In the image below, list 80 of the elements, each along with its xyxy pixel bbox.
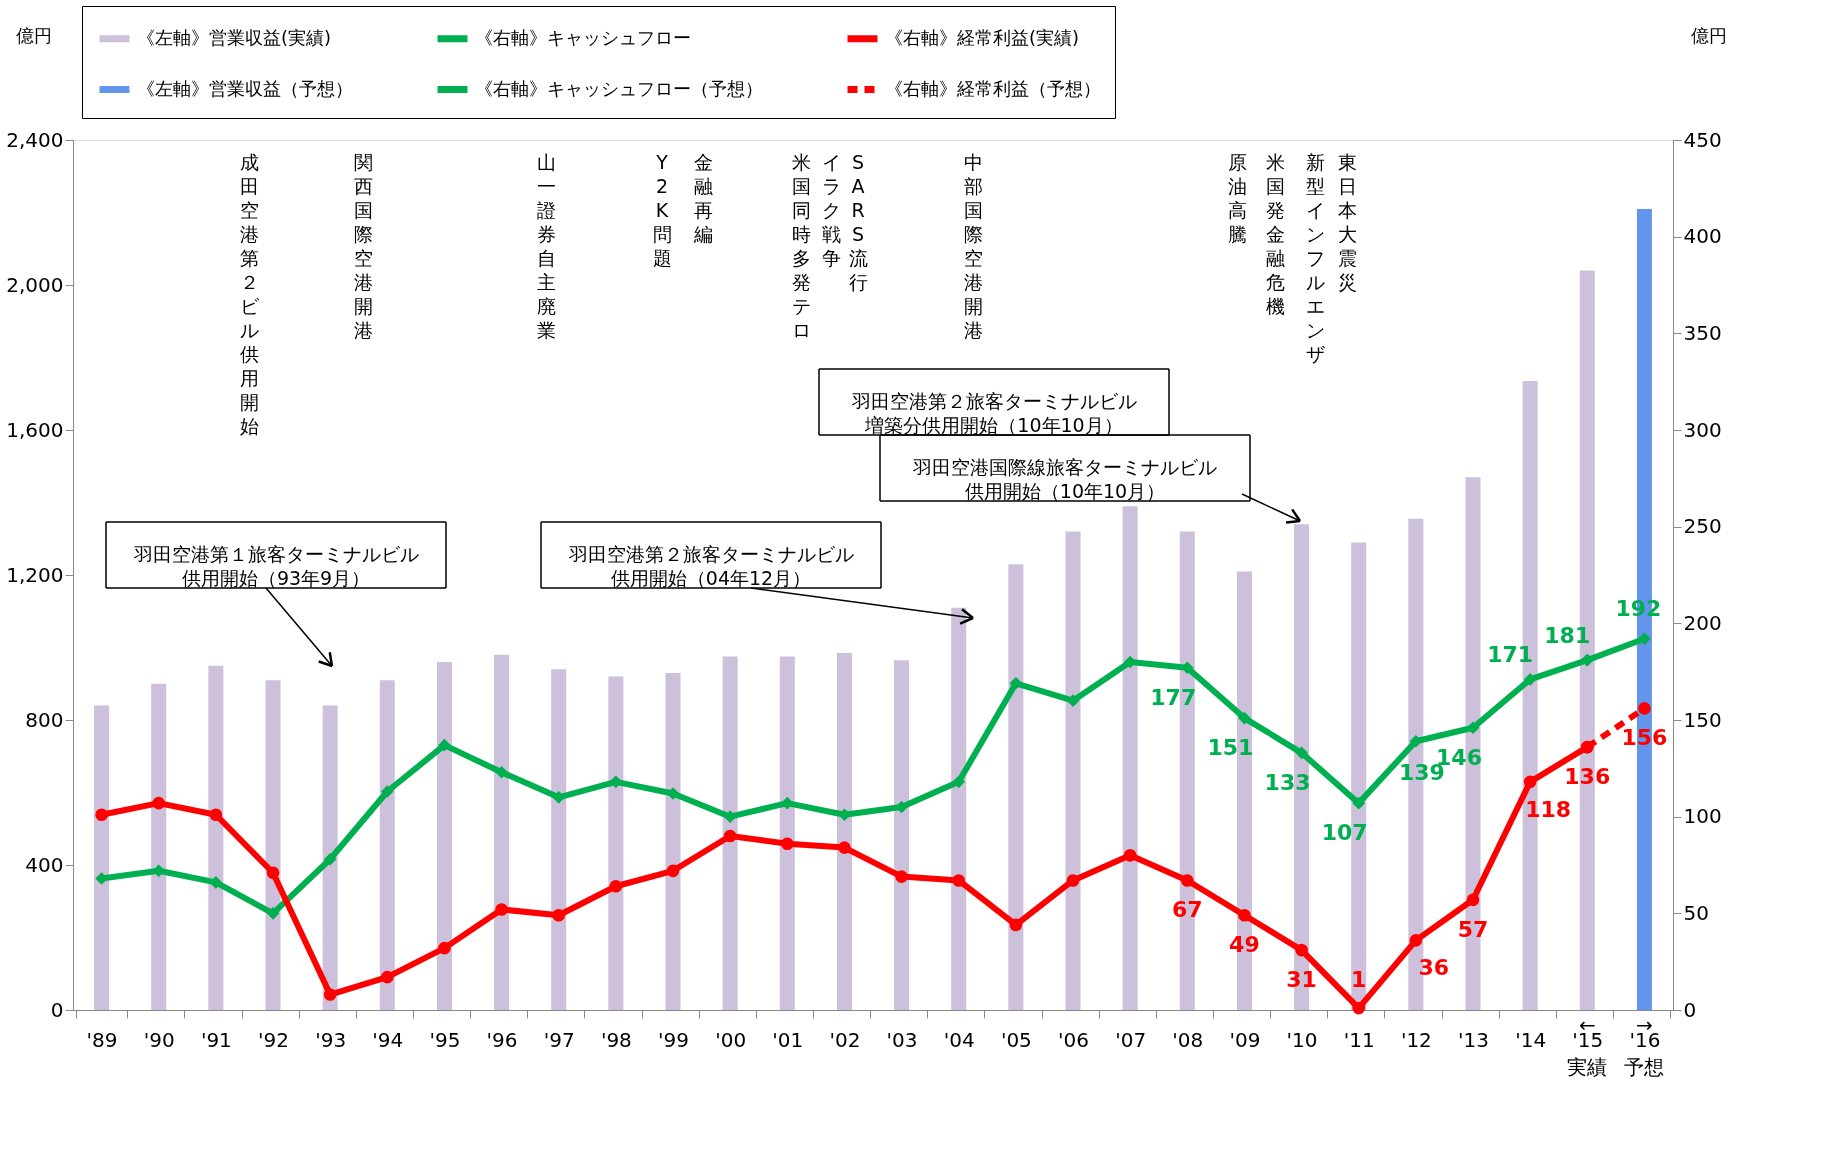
y2-tick-label: 350 bbox=[1683, 320, 1722, 345]
text: 予想 bbox=[1624, 1055, 1665, 1079]
annotation: 米国発金融危機 bbox=[1265, 151, 1285, 317]
x-tick-label: '06 bbox=[1058, 1027, 1089, 1052]
x-tick-label: '97 bbox=[543, 1027, 575, 1052]
y2-tick-label: 400 bbox=[1683, 224, 1722, 249]
text: 新型インフルエンザ bbox=[1305, 151, 1325, 365]
annotation: 山一證券自主廃業 bbox=[536, 151, 556, 341]
data-label: 31 bbox=[1286, 967, 1317, 993]
data-label: 133 bbox=[1264, 769, 1311, 795]
annotation: Y2K問題 bbox=[652, 151, 672, 269]
annotation: 原油高騰 bbox=[1227, 151, 1247, 245]
annotation: 東日本大震災 bbox=[1337, 151, 1357, 293]
data-label: 171 bbox=[1487, 642, 1534, 668]
x-tick-label: '98 bbox=[600, 1027, 632, 1052]
x-tick-label: '92 bbox=[258, 1027, 289, 1052]
y2-tick-label: 200 bbox=[1683, 610, 1722, 635]
y-tick-label: 800 bbox=[25, 707, 64, 732]
x-tick-label: '14 bbox=[1515, 1027, 1547, 1052]
data-label: 118 bbox=[1525, 796, 1572, 822]
x-tick-label: '12 bbox=[1400, 1027, 1432, 1052]
x-tick-label: '96 bbox=[486, 1027, 518, 1052]
y-tick-label: 2,400 bbox=[6, 127, 64, 152]
y2-tick-label: 100 bbox=[1683, 804, 1722, 829]
x-tick-label: '95 bbox=[429, 1027, 461, 1052]
y2-tick-label: 300 bbox=[1683, 417, 1722, 442]
x-tick-label: '07 bbox=[1115, 1027, 1147, 1052]
y-tick-label: 2,000 bbox=[6, 272, 64, 297]
x-tick-label: '01 bbox=[772, 1027, 804, 1052]
y-tick-label: 1,600 bbox=[6, 417, 64, 442]
y-axis-title: 億円 bbox=[15, 24, 52, 46]
data-label: 67 bbox=[1171, 897, 1203, 923]
y2-tick-label: 50 bbox=[1683, 900, 1709, 925]
text: 実績 bbox=[1567, 1055, 1608, 1079]
x-tick-label: '00 bbox=[715, 1027, 747, 1052]
data-label: 136 bbox=[1564, 764, 1611, 790]
y2-tick-label: 150 bbox=[1683, 707, 1722, 732]
data-label: 1 bbox=[1351, 967, 1367, 993]
data-label: 107 bbox=[1321, 820, 1368, 846]
y2-tick-label: 250 bbox=[1683, 514, 1722, 539]
x-tick-label: '91 bbox=[200, 1027, 232, 1052]
y-tick-label: 1,200 bbox=[6, 562, 64, 587]
annotation: SARS流行 bbox=[848, 151, 868, 293]
x-tick-label: '09 bbox=[1229, 1027, 1261, 1052]
annotation: 関西国際空港開港 bbox=[353, 151, 373, 341]
x-tick-label: '89 bbox=[86, 1027, 118, 1052]
legend-label: 《左軸》営業収益（予想） bbox=[137, 77, 353, 99]
x-tick-label: '03 bbox=[886, 1027, 918, 1052]
data-label: 177 bbox=[1150, 684, 1197, 710]
y-tick-label: 400 bbox=[25, 852, 64, 877]
x-tick-label: '10 bbox=[1286, 1027, 1318, 1052]
x-tick-label: '93 bbox=[315, 1027, 347, 1052]
legend-label: 《右軸》経常利益(実績) bbox=[885, 26, 1080, 48]
text: 成田空港第２ビル供用開始 bbox=[239, 151, 259, 437]
annotation: 米国同時多発テロ bbox=[791, 151, 811, 341]
x-tick-label: '99 bbox=[658, 1027, 689, 1052]
legend-label: 《右軸》キャッシュフロー（予想） bbox=[475, 77, 763, 99]
legend-label: 《左軸》営業収益(実績) bbox=[137, 26, 332, 48]
data-label: 181 bbox=[1544, 623, 1591, 649]
data-label: 151 bbox=[1207, 735, 1254, 761]
x-tick-label: '90 bbox=[143, 1027, 175, 1052]
x-tick-label: '94 bbox=[372, 1027, 404, 1052]
x-tick-label: '04 bbox=[943, 1027, 975, 1052]
x-tick-label: '11 bbox=[1343, 1027, 1375, 1052]
x-tick-label: '13 bbox=[1458, 1027, 1489, 1052]
annotation: 金融再編 bbox=[692, 151, 713, 245]
y2-tick-label: 450 bbox=[1683, 127, 1722, 152]
data-label: 36 bbox=[1418, 955, 1450, 981]
legend-label: 《右軸》経常利益（予想） bbox=[885, 77, 1101, 99]
x-tick-label: '02 bbox=[829, 1027, 861, 1052]
y2-axis-title: 億円 bbox=[1690, 24, 1727, 46]
data-label: 57 bbox=[1457, 916, 1489, 942]
annotation: イラク戦争 bbox=[821, 151, 841, 269]
y-tick-label: 0 bbox=[50, 997, 64, 1022]
data-label: 49 bbox=[1229, 932, 1260, 958]
legend-label: 《右軸》キャッシュフロー bbox=[475, 26, 691, 48]
x-tick-label: '05 bbox=[1000, 1027, 1032, 1052]
x-tick-label: '08 bbox=[1172, 1027, 1204, 1052]
annotation: 中部国際空港開港 bbox=[963, 151, 983, 341]
y2-tick-label: 0 bbox=[1683, 997, 1697, 1022]
